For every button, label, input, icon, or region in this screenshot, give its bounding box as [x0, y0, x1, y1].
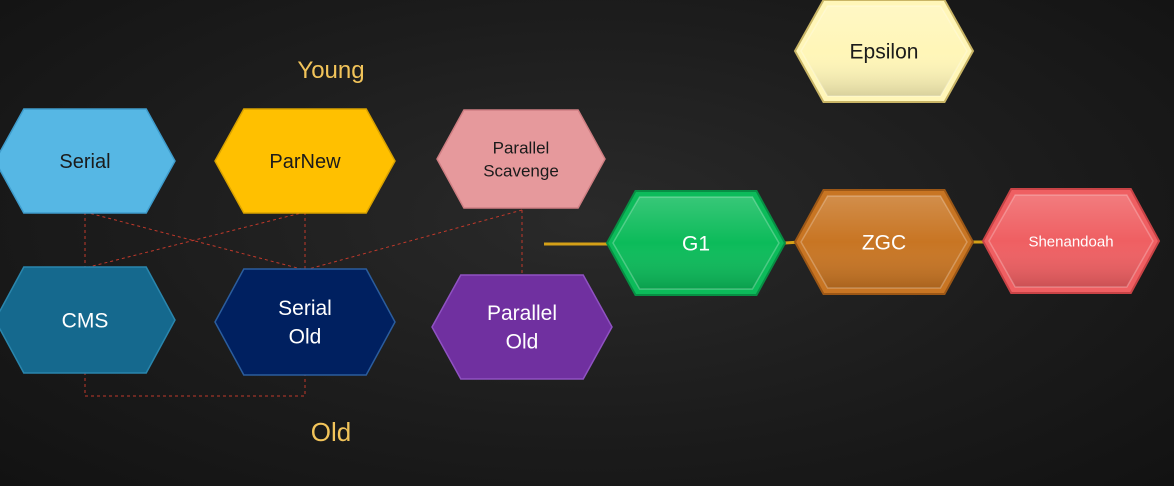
link-parnew-cms [84, 211, 306, 269]
parallel-old-hexagon [431, 274, 613, 380]
link-parallel-scavenge-serial-old [304, 209, 523, 271]
epsilon-bevel [800, 5, 968, 97]
serial-old-hexagon [214, 268, 396, 376]
node-parnew: ParNew [214, 108, 396, 214]
epsilon-label: Epsilon [850, 40, 919, 63]
link-cms-serial-old [84, 372, 306, 397]
parallel-scavenge-label: Parallel [493, 139, 550, 158]
g1-bevel [612, 196, 780, 290]
node-parallel-old: Parallel Old [431, 274, 613, 380]
parallel-scavenge-hexagon [436, 109, 606, 209]
node-epsilon: Epsilon [793, 0, 975, 103]
cms-hexagon [0, 266, 176, 374]
zgc-bevel [800, 195, 968, 289]
parnew-label: ParNew [269, 151, 341, 173]
shenandoah-label: Shenandoah [1028, 233, 1113, 250]
serial-hexagon [0, 108, 176, 214]
serial-label: Serial [59, 151, 110, 173]
serial-old-label: Old [289, 326, 322, 349]
node-cms: CMS [0, 266, 176, 374]
shenandoah-bevel [988, 194, 1154, 288]
serial-old-label: Serial [278, 297, 332, 320]
parallel-old-label: Parallel [487, 302, 557, 325]
cms-label: CMS [62, 309, 109, 332]
young-generation-label: Young [297, 57, 364, 84]
parallel-scavenge-label: Scavenge [483, 161, 559, 180]
old-generation-label: Old [311, 417, 351, 447]
parnew-hexagon [214, 108, 396, 214]
node-shenandoah: Shenandoah [981, 188, 1161, 294]
parallel-old-label: Old [506, 331, 539, 354]
node-g1: G1 [605, 190, 787, 296]
zgc-label: ZGC [862, 231, 906, 254]
node-parallel-scavenge: Parallel Scavenge [436, 109, 606, 209]
g1-label: G1 [682, 232, 710, 255]
node-serial-old: Serial Old [214, 268, 396, 376]
link-serial-serial-old [84, 211, 306, 271]
generation-links [84, 209, 523, 397]
node-zgc: ZGC [793, 189, 975, 295]
node-serial: Serial [0, 108, 176, 214]
